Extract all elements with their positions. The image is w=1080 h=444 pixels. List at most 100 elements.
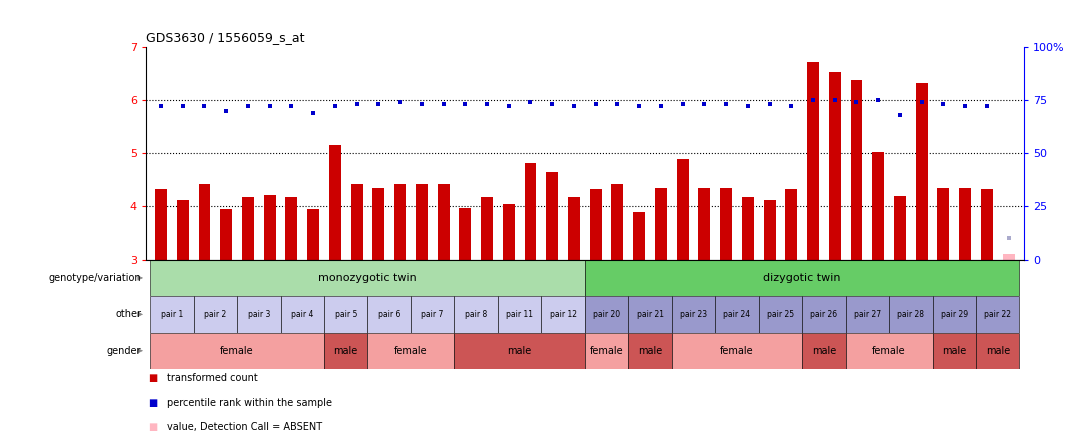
Text: female: female	[873, 346, 906, 356]
Text: pair 12: pair 12	[550, 310, 577, 319]
Bar	[455, 333, 585, 369]
Bar	[802, 333, 846, 369]
Text: monozygotic twin: monozygotic twin	[319, 273, 417, 283]
Bar	[177, 200, 189, 260]
Text: pair 2: pair 2	[204, 310, 227, 319]
Bar	[367, 296, 411, 333]
Bar	[281, 296, 324, 333]
Bar	[156, 190, 167, 260]
Bar	[437, 184, 449, 260]
Text: transformed count: transformed count	[167, 373, 258, 384]
Bar	[851, 79, 863, 260]
Bar	[150, 296, 193, 333]
Bar	[629, 333, 672, 369]
Bar	[498, 296, 541, 333]
Bar	[541, 296, 585, 333]
Text: pair 26: pair 26	[810, 310, 837, 319]
Bar	[828, 72, 840, 260]
Text: female: female	[590, 346, 623, 356]
Text: female: female	[720, 346, 754, 356]
Text: pair 3: pair 3	[247, 310, 270, 319]
Bar	[932, 333, 976, 369]
Bar	[590, 190, 602, 260]
Bar	[546, 172, 558, 260]
Text: pair 5: pair 5	[335, 310, 356, 319]
Bar	[873, 152, 885, 260]
Text: ■: ■	[148, 373, 158, 384]
Text: pair 1: pair 1	[161, 310, 183, 319]
Bar	[976, 296, 1020, 333]
Bar	[455, 296, 498, 333]
Bar	[981, 190, 993, 260]
Text: ■: ■	[148, 422, 158, 432]
Bar	[916, 83, 928, 260]
Text: male: male	[638, 346, 662, 356]
Bar	[672, 296, 715, 333]
Bar	[937, 188, 949, 260]
Bar	[585, 333, 629, 369]
Bar	[758, 296, 802, 333]
Bar	[585, 260, 1020, 296]
Bar	[264, 195, 275, 260]
Text: pair 22: pair 22	[984, 310, 1011, 319]
Bar	[585, 296, 629, 333]
Text: male: male	[942, 346, 967, 356]
Text: pair 28: pair 28	[897, 310, 924, 319]
Bar	[785, 190, 797, 260]
Bar	[416, 184, 428, 260]
Bar	[324, 296, 367, 333]
Text: male: male	[334, 346, 357, 356]
Text: pair 25: pair 25	[767, 310, 794, 319]
Bar	[503, 204, 515, 260]
Text: female: female	[220, 346, 254, 356]
Text: male: male	[986, 346, 1010, 356]
Text: pair 24: pair 24	[724, 310, 751, 319]
Bar	[976, 333, 1020, 369]
Bar	[568, 197, 580, 260]
Text: dizygotic twin: dizygotic twin	[764, 273, 841, 283]
Bar	[846, 296, 889, 333]
Text: pair 4: pair 4	[292, 310, 313, 319]
Text: pair 29: pair 29	[941, 310, 968, 319]
Text: pair 27: pair 27	[854, 310, 881, 319]
Text: other: other	[116, 309, 141, 319]
Bar	[220, 209, 232, 260]
Text: percentile rank within the sample: percentile rank within the sample	[167, 398, 333, 408]
Bar	[307, 209, 319, 260]
Text: male: male	[508, 346, 531, 356]
Bar	[199, 184, 211, 260]
Bar	[242, 197, 254, 260]
Bar	[932, 296, 976, 333]
Bar	[742, 197, 754, 260]
Bar	[329, 145, 341, 260]
Bar	[889, 296, 932, 333]
Text: pair 8: pair 8	[465, 310, 487, 319]
Bar	[633, 212, 645, 260]
Bar	[411, 296, 455, 333]
Bar	[150, 260, 585, 296]
Text: pair 6: pair 6	[378, 310, 401, 319]
Bar	[764, 200, 775, 260]
Bar	[459, 207, 471, 260]
Bar	[238, 296, 281, 333]
Text: pair 21: pair 21	[636, 310, 663, 319]
Text: pair 7: pair 7	[421, 310, 444, 319]
Bar	[715, 296, 758, 333]
Bar	[699, 188, 711, 260]
Bar	[802, 296, 846, 333]
Bar	[677, 159, 689, 260]
Bar	[525, 163, 537, 260]
Text: male: male	[812, 346, 836, 356]
Bar	[285, 197, 297, 260]
Text: GDS3630 / 1556059_s_at: GDS3630 / 1556059_s_at	[146, 32, 305, 44]
Bar	[394, 184, 406, 260]
Text: gender: gender	[107, 346, 141, 356]
Bar	[894, 196, 906, 260]
Bar	[807, 62, 819, 260]
Bar	[193, 296, 238, 333]
Text: pair 23: pair 23	[680, 310, 707, 319]
Bar	[150, 333, 324, 369]
Bar	[846, 333, 932, 369]
Bar	[654, 188, 666, 260]
Bar	[324, 333, 367, 369]
